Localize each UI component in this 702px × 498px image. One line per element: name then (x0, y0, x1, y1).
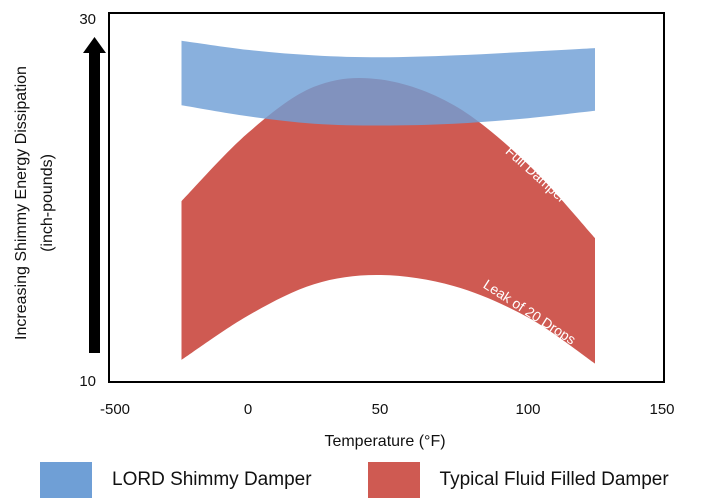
y-axis-unit: (inch-pounds) (39, 154, 56, 252)
y-tick-label-bottom: 10 (79, 373, 96, 390)
chart: Full Damper Leak of 20 Drops 30 10 -500 … (13, 11, 675, 450)
legend-item-fluid: Typical Fluid Filled Damper (367, 462, 669, 498)
x-tick-label: 100 (515, 401, 540, 418)
plot-frame (108, 12, 665, 383)
legend: LORD Shimmy Damper Typical Fluid Filled … (40, 462, 702, 498)
x-tick-labels: -500 0 50 100 150 (100, 401, 675, 418)
legend-label-fluid: Typical Fluid Filled Damper (439, 469, 669, 490)
y-axis-title: Increasing Shimmy Energy Dissipation (13, 66, 30, 340)
legend-label-lord: LORD Shimmy Damper (112, 469, 312, 490)
x-axis-title: Temperature (°F) (324, 433, 445, 450)
x-tick-label: 0 (244, 401, 252, 418)
legend-swatch-red (367, 462, 420, 498)
legend-swatch-blue (40, 462, 92, 498)
x-tick-label: 150 (649, 401, 674, 418)
legend-item-lord: LORD Shimmy Damper (40, 462, 312, 498)
y-arrow (83, 37, 106, 353)
band-lord-shimmy-damper (181, 40, 595, 126)
x-tick-label: -500 (100, 401, 130, 418)
y-tick-label-top: 30 (79, 11, 96, 28)
band-typical-fluid-damper (181, 77, 595, 364)
chart-bands (181, 40, 595, 364)
x-tick-label: 50 (372, 401, 389, 418)
